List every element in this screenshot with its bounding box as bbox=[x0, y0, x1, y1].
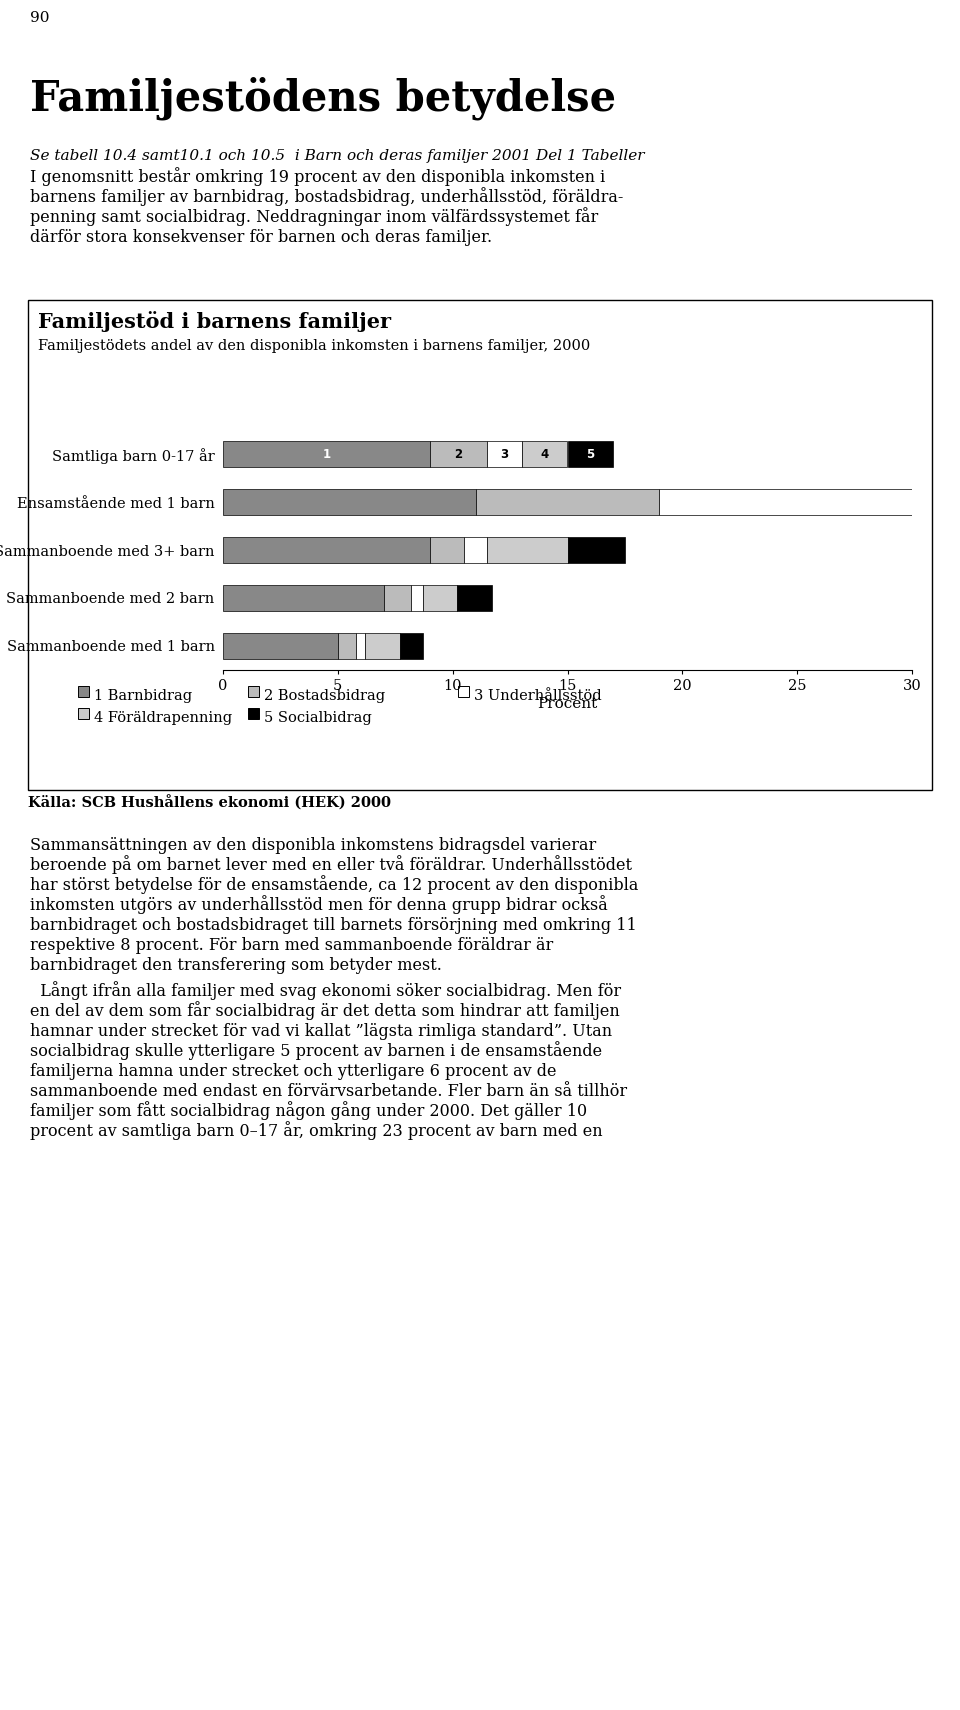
Text: 1 Barnbidrag: 1 Barnbidrag bbox=[94, 689, 192, 703]
Bar bbox=[78, 686, 89, 698]
Text: Familjestödets andel av den disponibla inkomsten i barnens familjer, 2000: Familjestödets andel av den disponibla i… bbox=[38, 339, 590, 352]
Text: 4 Föräldrapenning: 4 Föräldrapenning bbox=[94, 711, 232, 725]
Bar bbox=[223, 489, 475, 515]
Text: Långt ifrån alla familjer med svag ekonomi söker socialbidrag. Men för: Långt ifrån alla familjer med svag ekono… bbox=[30, 982, 621, 1000]
Text: barnens familjer av barnbidrag, bostadsbidrag, underhållsstöd, föräldra-: barnens familjer av barnbidrag, bostadsb… bbox=[30, 186, 623, 205]
Text: 3: 3 bbox=[500, 448, 509, 460]
Text: Se tabell 10.4 samt10.1 och 10.5  i Barn och deras familjer 2001 Del 1 Tabeller: Se tabell 10.4 samt10.1 och 10.5 i Barn … bbox=[30, 149, 644, 162]
Text: 3 Underhållsstöd: 3 Underhållsstöd bbox=[474, 689, 602, 703]
Bar bbox=[384, 585, 411, 610]
Text: därför stora konsekvenser för barnen och deras familjer.: därför stora konsekvenser för barnen och… bbox=[30, 229, 492, 246]
Bar bbox=[411, 585, 422, 610]
Text: beroende på om barnet lever med en eller två föräldrar. Underhållsstödet: beroende på om barnet lever med en eller… bbox=[30, 855, 632, 874]
Bar bbox=[567, 537, 625, 563]
Text: Sammansättningen av den disponibla inkomstens bidragsdel varierar: Sammansättningen av den disponibla inkom… bbox=[30, 836, 596, 853]
Text: familjer som fått socialbidrag någon gång under 2000. Det gäller 10: familjer som fått socialbidrag någon gån… bbox=[30, 1101, 588, 1120]
Text: I genomsnitt består omkring 19 procent av den disponibla inkomsten i: I genomsnitt består omkring 19 procent a… bbox=[30, 168, 605, 186]
Text: Källa: SCB Hushållens ekonomi (HEK) 2000: Källa: SCB Hushållens ekonomi (HEK) 2000 bbox=[28, 795, 391, 811]
Text: 5: 5 bbox=[587, 448, 594, 460]
Bar bbox=[223, 585, 384, 610]
X-axis label: Procent: Procent bbox=[538, 698, 598, 711]
Bar bbox=[487, 537, 567, 563]
Bar bbox=[660, 489, 935, 515]
Bar bbox=[223, 537, 430, 563]
Text: har störst betydelse för de ensamstående, ca 12 procent av den disponibla: har störst betydelse för de ensamstående… bbox=[30, 876, 638, 894]
Text: 4: 4 bbox=[540, 448, 549, 460]
Text: socialbidrag skulle ytterligare 5 procent av barnen i de ensamstående: socialbidrag skulle ytterligare 5 procen… bbox=[30, 1041, 602, 1060]
Bar bbox=[223, 441, 430, 467]
Text: 90: 90 bbox=[30, 10, 50, 26]
Bar bbox=[475, 489, 660, 515]
Bar bbox=[28, 299, 932, 790]
Text: Familjestödens betydelse: Familjestödens betydelse bbox=[30, 75, 616, 120]
Bar bbox=[223, 633, 338, 658]
Bar bbox=[430, 537, 464, 563]
Bar bbox=[356, 633, 366, 658]
Text: barnbidraget den transferering som betyder mest.: barnbidraget den transferering som betyd… bbox=[30, 958, 442, 975]
Text: 5 Socialbidrag: 5 Socialbidrag bbox=[264, 711, 372, 725]
Bar bbox=[935, 489, 960, 515]
Text: procent av samtliga barn 0–17 år, omkring 23 procent av barn med en: procent av samtliga barn 0–17 år, omkrin… bbox=[30, 1122, 603, 1141]
Text: 2 Bostadsbidrag: 2 Bostadsbidrag bbox=[264, 689, 385, 703]
Text: respektive 8 procent. För barn med sammanboende föräldrar är: respektive 8 procent. För barn med samma… bbox=[30, 937, 553, 954]
Text: inkomsten utgörs av underhållsstöd men för denna grupp bidrar också: inkomsten utgörs av underhållsstöd men f… bbox=[30, 894, 608, 915]
Bar bbox=[487, 441, 521, 467]
Bar bbox=[458, 686, 469, 698]
Bar bbox=[248, 686, 259, 698]
Text: sammanboende med endast en förvärvsarbetande. Fler barn än så tillhör: sammanboende med endast en förvärvsarbet… bbox=[30, 1082, 627, 1100]
Bar bbox=[248, 708, 259, 718]
Bar bbox=[78, 708, 89, 718]
Bar bbox=[400, 633, 422, 658]
Text: 1: 1 bbox=[323, 448, 330, 460]
Text: barnbidraget och bostadsbidraget till barnets försörjning med omkring 11: barnbidraget och bostadsbidraget till ba… bbox=[30, 917, 636, 934]
Text: penning samt socialbidrag. Neddragningar inom välfärdssystemet får: penning samt socialbidrag. Neddragningar… bbox=[30, 207, 598, 226]
Text: 2: 2 bbox=[454, 448, 463, 460]
Bar bbox=[430, 441, 487, 467]
Bar bbox=[567, 441, 613, 467]
Text: hamnar under strecket för vad vi kallat ”lägsta rimliga standard”. Utan: hamnar under strecket för vad vi kallat … bbox=[30, 1023, 612, 1040]
Bar bbox=[338, 633, 356, 658]
Bar bbox=[457, 585, 492, 610]
Text: Familjestöd i barnens familjer: Familjestöd i barnens familjer bbox=[38, 311, 391, 332]
Bar bbox=[422, 585, 457, 610]
Text: familjerna hamna under strecket och ytterligare 6 procent av de: familjerna hamna under strecket och ytte… bbox=[30, 1064, 557, 1081]
Bar bbox=[366, 633, 400, 658]
Bar bbox=[521, 441, 567, 467]
Bar bbox=[464, 537, 487, 563]
Text: en del av dem som får socialbidrag är det detta som hindrar att familjen: en del av dem som får socialbidrag är de… bbox=[30, 1000, 620, 1019]
